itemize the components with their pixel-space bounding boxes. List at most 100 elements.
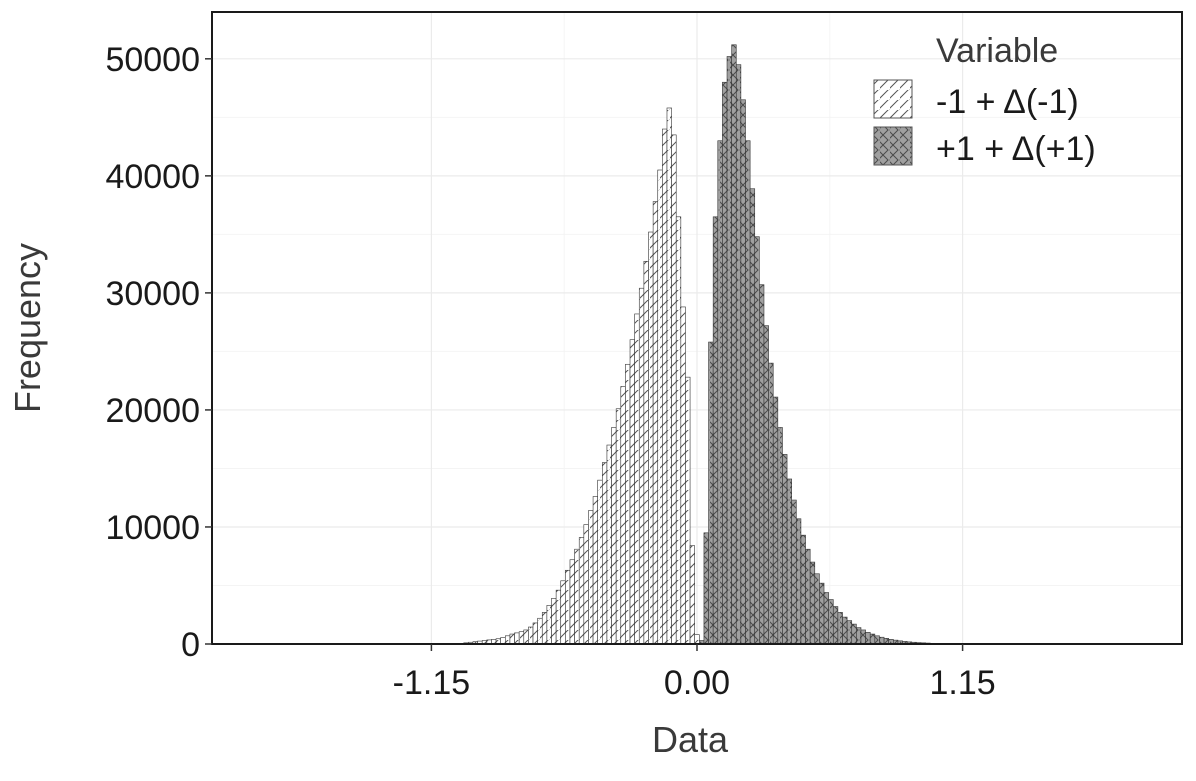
histogram-bar-series-1: [565, 570, 570, 644]
histogram-bar-series-1: [612, 427, 617, 644]
histogram-bar-series-2: [782, 454, 787, 644]
histogram-bar-series-1: [621, 387, 626, 644]
histogram-bar-series-2: [833, 607, 838, 644]
histogram-bar-series-2: [829, 600, 834, 644]
y-tick-label: 50000: [105, 41, 200, 79]
histogram-bar-series-2: [875, 636, 880, 644]
x-tick-label: 0.00: [664, 664, 730, 702]
histogram-bar-series-2: [866, 632, 871, 644]
histogram-bar-series-2: [801, 535, 806, 644]
legend-title: Variable: [936, 32, 1058, 70]
histogram-bar-series-2: [773, 397, 778, 644]
histogram-bar-series-1: [662, 129, 667, 644]
histogram-bar-series-2: [815, 574, 820, 644]
histogram-bar-series-1: [635, 314, 640, 644]
histogram-bar-series-1: [667, 108, 672, 644]
histogram-bar-series-2: [879, 637, 884, 644]
histogram-bar-series-2: [792, 500, 797, 644]
histogram-bar-series-1: [505, 636, 510, 644]
histogram-bar-series-1: [561, 581, 566, 644]
histogram-bar-series-1: [639, 288, 644, 644]
y-tick-label: 20000: [105, 392, 200, 430]
histogram-bar-series-2: [824, 593, 829, 644]
histogram-bar-series-1: [575, 549, 580, 644]
y-tick-label: 10000: [105, 509, 200, 547]
histogram-bar-series-1: [695, 635, 700, 644]
histogram-bar-series-1: [533, 623, 538, 644]
histogram-bar-series-1: [588, 511, 593, 644]
legend: Variable -1 + Δ(-1) +1 + Δ(+1): [874, 32, 1096, 168]
histogram-bar-series-2: [870, 634, 875, 644]
histogram-bar-series-2: [722, 82, 727, 644]
histogram-bar-series-2: [778, 427, 783, 644]
y-tick-label: 30000: [105, 275, 200, 313]
histogram-bar-series-2: [847, 621, 852, 644]
axis-ticks: 0 10000 20000 30000 40000 50000 -1.15 0.00 1.15: [105, 41, 995, 702]
histogram-bar-series-1: [552, 598, 557, 644]
histogram-bar-series-2: [755, 237, 760, 644]
y-tick-label: 0: [181, 626, 200, 664]
histogram-bar-series-2: [727, 56, 732, 644]
histogram-bar-series-1: [649, 232, 654, 644]
histogram-bar-series-2: [746, 141, 751, 644]
histogram-bar-series-2: [861, 630, 866, 644]
histogram-bar-series-2: [843, 617, 848, 644]
histogram-bar-series-1: [644, 261, 649, 644]
histogram-bar-series-1: [676, 217, 681, 644]
x-axis-label: Data: [652, 719, 729, 760]
y-tick-label: 40000: [105, 158, 200, 196]
legend-label-series-1: -1 + Δ(-1): [936, 83, 1079, 121]
histogram-bar-series-1: [519, 632, 524, 644]
histogram-bar-series-2: [736, 65, 741, 644]
histogram-bar-series-2: [764, 326, 769, 644]
histogram-bar-series-1: [556, 590, 561, 644]
histogram-bar-series-1: [593, 497, 598, 644]
histogram-bar-series-1: [681, 307, 686, 644]
histogram-bar-series-2: [796, 519, 801, 644]
histogram-bar-series-1: [602, 463, 607, 644]
histogram-bar-series-2: [759, 285, 764, 644]
histogram-bar-series-1: [538, 618, 543, 644]
legend-swatch-series-2: [874, 127, 912, 165]
histogram-bar-series-1: [547, 605, 552, 644]
histogram-bar-series-1: [672, 135, 677, 644]
histogram-bar-series-1: [598, 480, 603, 644]
histogram-bar-series-2: [819, 583, 824, 644]
histogram-bar-series-1: [542, 612, 547, 644]
histogram-bar-series-2: [709, 342, 714, 644]
histogram-bar-series-1: [579, 537, 584, 644]
histogram-bar-series-2: [852, 624, 857, 644]
histogram-bar-series-2: [810, 562, 815, 644]
histogram-bar-series-1: [524, 630, 529, 644]
histogram-bar-series-1: [625, 364, 630, 644]
histogram-bar-series-2: [718, 141, 723, 644]
histogram-bar-series-1: [584, 525, 589, 644]
histogram-bar-series-1: [515, 633, 520, 644]
histogram-bar-series-1: [607, 445, 612, 644]
histogram-bar-series-1: [685, 377, 690, 644]
histogram-bar-series-2: [741, 100, 746, 644]
histogram-bar-series-2: [713, 217, 718, 644]
histogram-bar-series-2: [732, 45, 737, 644]
histogram-bar-series-2: [856, 628, 861, 644]
x-tick-label: -1.15: [393, 664, 471, 702]
histogram-bar-series-1: [616, 409, 621, 644]
legend-label-series-2: +1 + Δ(+1): [936, 130, 1096, 168]
y-axis-label: Frequency: [7, 243, 48, 413]
histogram-bar-series-2: [787, 479, 792, 644]
histogram-bar-series-2: [769, 363, 774, 644]
histogram-bar-series-1: [570, 560, 575, 644]
histogram-bar-series-1: [653, 202, 658, 644]
histogram-bar-series-1: [690, 546, 695, 644]
histogram-bar-series-2: [838, 612, 843, 644]
histogram-bar-series-1: [658, 170, 663, 644]
histogram-bar-series-2: [806, 549, 811, 644]
histogram-bar-series-2: [750, 189, 755, 644]
histogram-bar-series-2: [704, 533, 709, 644]
histogram-bar-series-1: [510, 634, 515, 644]
histogram-bar-series-1: [630, 340, 635, 644]
legend-swatch-series-1: [874, 80, 912, 118]
x-tick-label: 1.15: [930, 664, 996, 702]
